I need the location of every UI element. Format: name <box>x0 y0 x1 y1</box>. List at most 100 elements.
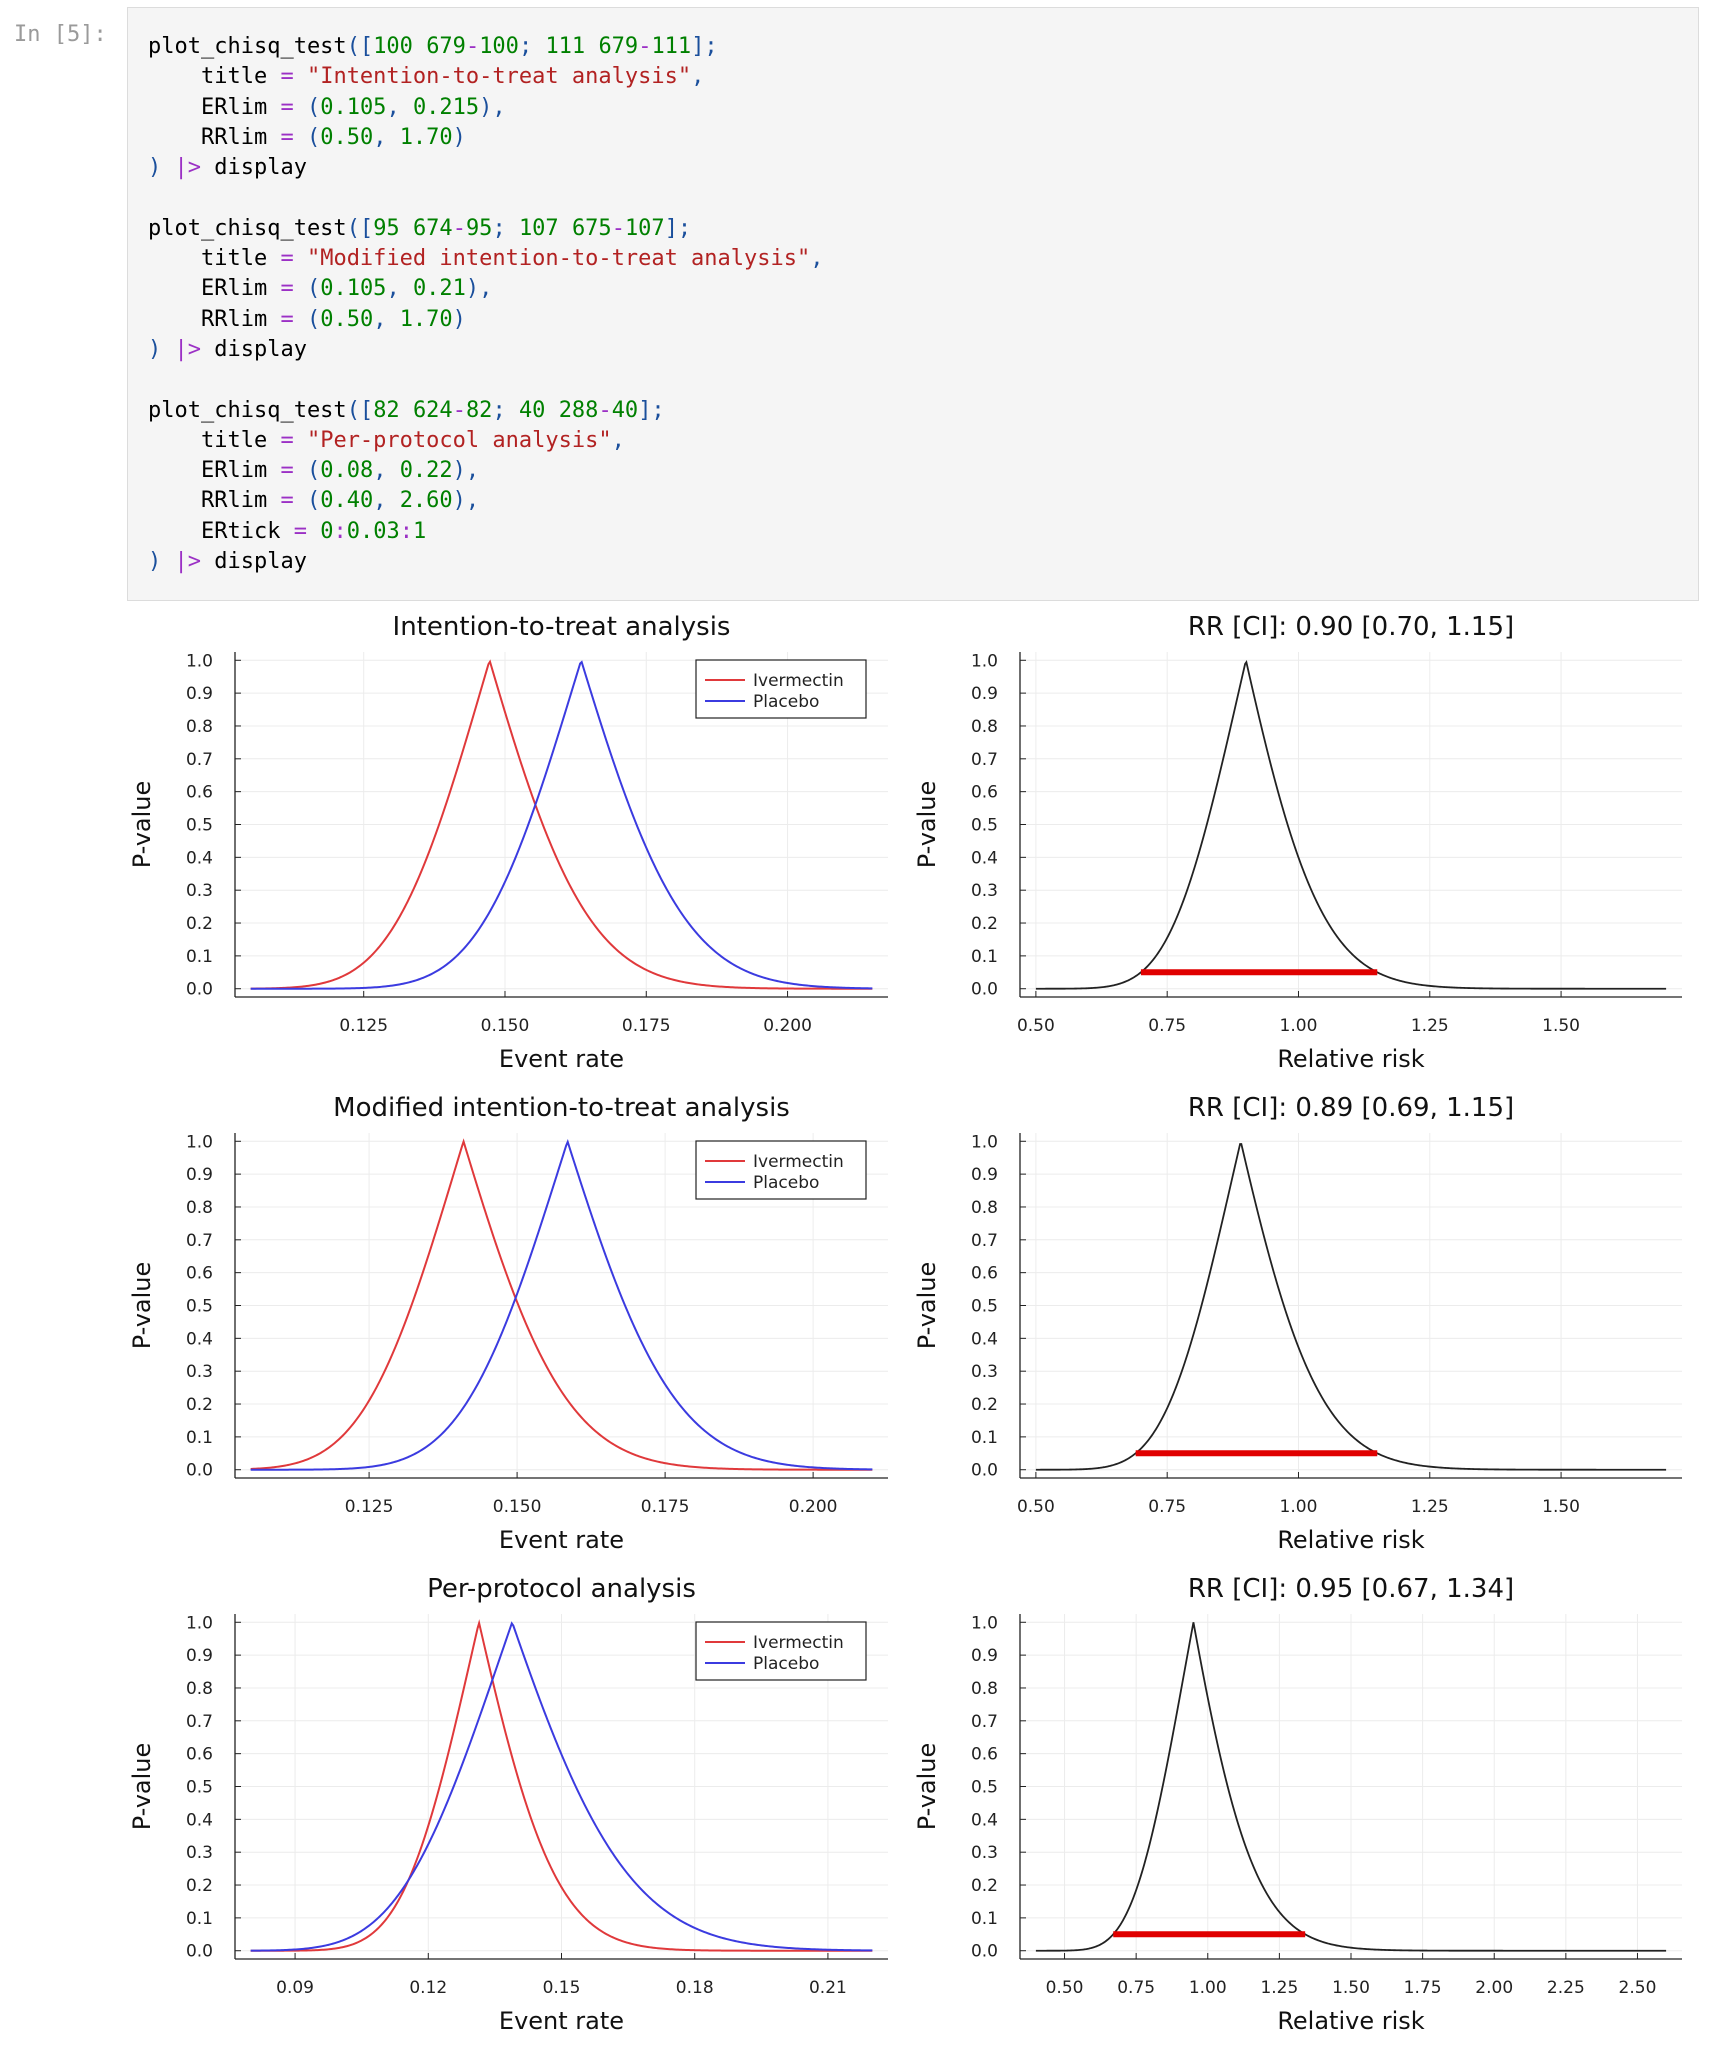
y-tick-label: 0.0 <box>971 1461 998 1481</box>
rr-curve <box>1035 1622 1667 1952</box>
code-token: 0.08 <box>320 458 374 484</box>
y-tick-label: 0.3 <box>971 1362 998 1382</box>
code-token <box>294 488 307 513</box>
chart-title: RR [CI]: 0.95 [0.67, 1.34] <box>1188 1574 1514 1604</box>
series-line-placebo <box>250 1138 873 1471</box>
code-token: 100 <box>373 34 413 59</box>
x-tick-label: 0.125 <box>339 1016 388 1036</box>
code-token <box>294 428 307 453</box>
y-axis-label: P-value <box>128 1743 156 1831</box>
y-tick-label: 0.1 <box>971 1428 998 1448</box>
y-tick-label: 0.6 <box>186 1264 213 1284</box>
rr-curve <box>1035 659 1667 990</box>
code-token: , <box>810 246 824 272</box>
code-token: 0.50 <box>320 124 374 150</box>
chart-panel-2: 0.0 0.1 0.2 0.3 0.4 0.5 0.6 0.7 0.8 0.9 1.0 0.50 0.7… <box>913 612 1682 1073</box>
code-line: plot_chisq_test([82 624-82; 40 288-40]; <box>148 396 824 426</box>
y-tick-label: 0.3 <box>186 1362 213 1382</box>
code-token: , <box>373 458 387 484</box>
code-token <box>585 34 598 59</box>
x-axis-label: Relative risk <box>1277 1045 1424 1073</box>
code-token: RRlim <box>148 488 281 514</box>
x-tick-label: 0.75 <box>1117 1978 1155 1998</box>
x-tick-label: 2.00 <box>1475 1978 1513 1998</box>
x-tick-label: 0.50 <box>1017 1497 1055 1517</box>
code-token: 82 <box>373 397 400 423</box>
y-tick-label: 0.5 <box>186 1297 213 1317</box>
y-tick-label: 0.2 <box>186 914 213 934</box>
y-tick-label: 0.2 <box>186 1876 213 1896</box>
y-tick-label: 0.8 <box>971 1198 998 1218</box>
legend-box <box>695 1140 867 1200</box>
code-token <box>532 34 545 59</box>
code-token: 0.40 <box>320 488 374 514</box>
code-token: = <box>280 276 294 302</box>
y-tick-label: 0.0 <box>186 1461 213 1481</box>
y-tick-label: 0.1 <box>186 1428 213 1448</box>
x-axis-label: Event rate <box>499 1045 624 1073</box>
code-line: RRlim = (0.50, 1.70) <box>148 305 824 335</box>
code-token <box>413 34 426 59</box>
code-token: , <box>611 427 625 453</box>
chart-panel-3: 0.0 0.1 0.2 0.3 0.4 0.5 0.6 0.7 0.8 0.9 1.0 0.125 0.… <box>128 1093 888 1554</box>
code-token: ( <box>306 94 321 120</box>
chart-title: RR [CI]: 0.89 [0.69, 1.15] <box>1188 1093 1514 1123</box>
x-tick-label: 0.12 <box>409 1978 447 1998</box>
y-tick-label: 0.8 <box>971 717 998 737</box>
y-tick-label: 0.0 <box>971 1942 998 1962</box>
x-axis-label: Relative risk <box>1277 1526 1424 1554</box>
x-tick-label: 2.25 <box>1547 1978 1585 1998</box>
legend-label: Ivermectin <box>753 1633 844 1653</box>
code-token: ( <box>306 276 321 302</box>
code-token <box>506 216 519 241</box>
chart-panel-6: 0.0 0.1 0.2 0.3 0.4 0.5 0.6 0.7 0.8 0.9 1.0 0.50 0.7… <box>913 1574 1682 2035</box>
code-token: 82 <box>465 397 493 423</box>
code-token: , <box>373 306 387 332</box>
y-tick-label: 0.8 <box>186 1679 213 1699</box>
y-tick-label: 0.9 <box>971 684 998 704</box>
code-token: 288 <box>558 397 599 423</box>
code-token <box>386 307 399 332</box>
code-token: : <box>333 518 347 544</box>
code-token <box>386 488 399 513</box>
code-token: ( <box>306 306 321 332</box>
code-token: ) <box>452 124 466 150</box>
code-token: |> <box>174 155 202 181</box>
y-axis-label: P-value <box>128 1262 156 1350</box>
x-axis-label: Event rate <box>499 1526 624 1554</box>
code-token: ERtick <box>148 518 294 544</box>
x-tick-label: 1.50 <box>1542 1497 1580 1517</box>
code-token: "Per-protocol analysis" <box>306 427 612 453</box>
code-line: ERlim = (0.105, 0.215), <box>148 93 824 123</box>
code-token: 674 <box>412 215 453 241</box>
code-token: ( <box>306 124 321 150</box>
code-token: ) <box>148 336 162 362</box>
code-cell[interactable]: plot_chisq_test([100 679-100; 111 679-11… <box>127 7 1699 601</box>
code-token: 1.70 <box>399 306 453 332</box>
legend-label: Placebo <box>753 692 819 712</box>
code-token: = <box>280 488 294 514</box>
x-tick-label: 0.15 <box>543 1978 581 1998</box>
x-tick-label: 1.00 <box>1189 1978 1227 1998</box>
code-token: ( <box>306 488 321 514</box>
code-token: ([ <box>346 34 374 59</box>
code-token <box>559 216 572 241</box>
code-token: 0.21 <box>412 276 466 302</box>
y-tick-label: 0.1 <box>971 947 998 967</box>
code-token: ERlim <box>148 276 281 302</box>
code-token <box>386 125 399 150</box>
code-token: 1 <box>412 518 427 544</box>
x-tick-label: 0.200 <box>763 1016 812 1036</box>
code-token: title <box>148 64 281 90</box>
code-token: RRlim <box>148 306 281 332</box>
code-token: 111 <box>545 34 586 59</box>
code-line: ERlim = (0.08, 0.22), <box>148 456 824 486</box>
code-editor[interactable]: plot_chisq_test([100 679-100; 111 679-11… <box>148 32 824 577</box>
y-tick-label: 0.9 <box>186 684 213 704</box>
code-line: title = "Intention-to-treat analysis", <box>148 62 824 92</box>
y-tick-label: 0.8 <box>186 717 213 737</box>
y-tick-label: 0.3 <box>971 1843 998 1863</box>
code-token: ([ <box>346 215 374 241</box>
y-tick-label: 1.0 <box>186 651 213 671</box>
code-token: ERlim <box>148 94 281 120</box>
